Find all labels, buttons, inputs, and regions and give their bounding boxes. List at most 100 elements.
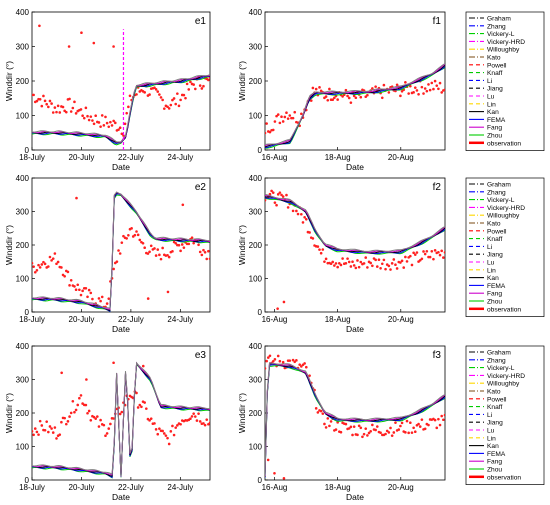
observation-point	[145, 407, 148, 410]
y-tick-label: 200	[249, 409, 263, 418]
observation-point	[400, 89, 404, 93]
observation-point	[366, 266, 369, 269]
x-tick-label: 24-July	[167, 483, 193, 492]
observation-point	[143, 91, 146, 94]
observation-point	[94, 417, 97, 420]
observation-point	[390, 262, 394, 265]
observation-point	[120, 132, 124, 136]
observation-point	[195, 419, 199, 422]
observation-point	[443, 251, 445, 254]
observation-point	[197, 412, 200, 415]
observation-point	[273, 120, 277, 123]
legend-label: Li	[487, 78, 493, 85]
observation-point	[87, 409, 91, 413]
observation-point	[208, 257, 210, 261]
y-axis-label: Winddir (°)	[4, 225, 14, 265]
observation-point	[324, 426, 328, 429]
legend-label: Lu	[487, 260, 495, 267]
observation-point	[156, 432, 160, 436]
observation-point	[69, 411, 73, 415]
observation-point	[117, 249, 120, 252]
observation-point	[271, 359, 275, 363]
observation-point	[399, 261, 402, 264]
observation-point	[300, 365, 303, 368]
observation-point	[60, 420, 63, 424]
observation-point	[198, 250, 202, 254]
observation-point	[265, 359, 268, 363]
observation-point	[43, 262, 47, 266]
observation-point	[339, 430, 343, 434]
observation-point	[64, 110, 68, 114]
observation-point	[311, 237, 315, 240]
y-tick-label: 300	[16, 208, 30, 217]
observation-point	[404, 81, 407, 84]
observation-point	[125, 237, 129, 240]
observation-point	[367, 431, 371, 435]
observation-point	[276, 354, 280, 358]
observation-point	[149, 244, 153, 248]
observation-point	[51, 431, 55, 434]
observation-point	[273, 472, 276, 475]
y-tick-label: 100	[16, 112, 30, 121]
observation-point	[53, 426, 57, 429]
observation-point	[349, 425, 353, 429]
observation-point	[161, 246, 164, 250]
observation-point	[203, 250, 207, 254]
observation-point	[179, 249, 182, 253]
observation-point	[161, 98, 164, 102]
observation-point	[112, 361, 115, 365]
observation-point	[187, 242, 191, 246]
y-tick-label: 400	[249, 8, 263, 17]
observation-point	[100, 114, 104, 117]
observation-point	[435, 84, 439, 87]
observation-point	[410, 263, 414, 267]
observation-point	[341, 95, 344, 98]
observation-point	[102, 423, 106, 427]
legend-label: Kan	[487, 443, 499, 450]
observation-point	[118, 252, 122, 255]
observation-point	[200, 253, 204, 257]
observation-point	[202, 84, 205, 88]
panel-f2: 0 100 200 300 400 16-Aug 18-Aug 20-Aug Date Windd…	[237, 174, 446, 334]
observation-point	[51, 111, 55, 114]
observation-point	[32, 433, 35, 437]
observation-point	[120, 241, 124, 244]
observation-point	[135, 391, 138, 395]
observation-point	[323, 260, 326, 263]
y-tick-label: 100	[16, 275, 30, 284]
observation-point	[344, 261, 348, 265]
x-tick-label: 20-July	[69, 153, 95, 162]
observation-point	[38, 266, 42, 269]
observation-point	[158, 93, 161, 96]
model-curve	[32, 362, 210, 479]
observation-point	[379, 431, 382, 435]
observation-point	[319, 251, 323, 255]
observation-point	[171, 98, 174, 102]
observation-point	[326, 98, 330, 102]
observation-point	[42, 260, 45, 264]
legend-label: observation	[487, 140, 521, 147]
panel-label: e1	[195, 16, 207, 27]
observation-point	[430, 249, 434, 253]
observation-point	[366, 434, 369, 437]
observation-point	[166, 290, 170, 294]
observation-point	[433, 418, 437, 422]
legend-label: Zhou	[487, 467, 502, 474]
observation-point	[423, 427, 427, 431]
panel-e1: 0 100 200 300 400 18-July 20-July 22-July 24-Jul…	[4, 8, 211, 172]
observation-point	[161, 429, 164, 433]
observation-point	[89, 418, 93, 422]
y-tick-label: 200	[16, 77, 30, 86]
observation-point	[109, 120, 112, 124]
observation-point	[344, 88, 348, 92]
observation-point	[167, 107, 171, 110]
observation-point	[164, 434, 168, 437]
y-tick-label: 0	[258, 476, 263, 485]
observation-point	[123, 122, 127, 126]
observation-point	[73, 410, 76, 414]
observation-point	[304, 217, 308, 221]
observation-point	[33, 270, 37, 274]
observation-point	[172, 433, 176, 437]
observation-point	[371, 264, 374, 268]
